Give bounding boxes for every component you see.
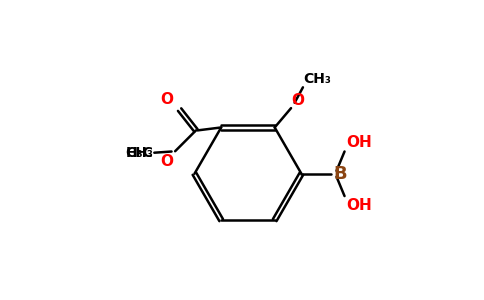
Text: OH: OH <box>346 198 372 213</box>
Text: B: B <box>333 165 347 183</box>
Text: CH₃: CH₃ <box>125 146 153 160</box>
Text: H₃C: H₃C <box>126 146 154 160</box>
Text: O: O <box>292 92 304 107</box>
Text: O: O <box>161 92 174 106</box>
Text: O: O <box>161 154 174 169</box>
Text: OH: OH <box>346 135 372 150</box>
Text: CH₃: CH₃ <box>303 72 332 86</box>
